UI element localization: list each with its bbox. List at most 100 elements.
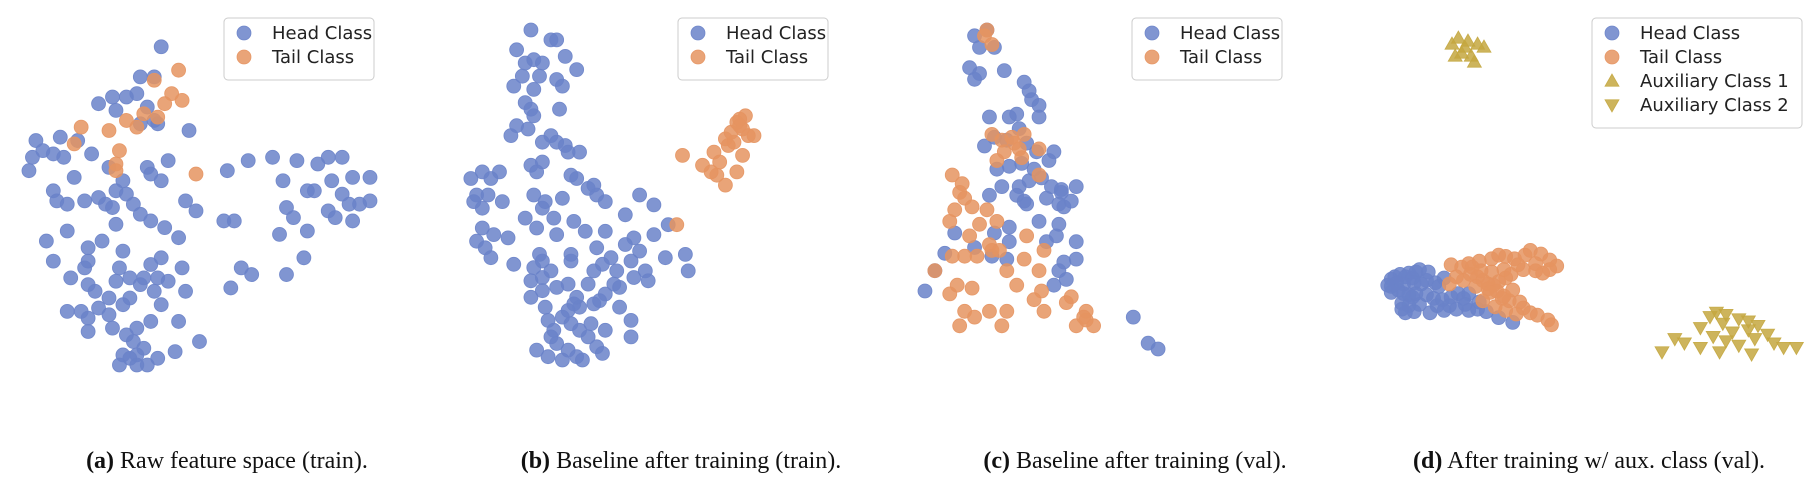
data-point	[1460, 33, 1476, 47]
data-point	[569, 289, 585, 305]
data-point	[77, 260, 93, 276]
data-point	[612, 279, 627, 295]
data-point	[244, 267, 260, 282]
data-point	[529, 164, 545, 180]
data-point	[1014, 150, 1030, 166]
data-point	[1466, 54, 1483, 68]
caption-tag: (b)	[520, 448, 551, 474]
data-point	[526, 82, 542, 97]
data-point	[534, 200, 550, 216]
legend-marker	[690, 25, 706, 41]
data-point	[617, 207, 633, 223]
data-point	[105, 320, 120, 336]
data-point	[1475, 293, 1491, 309]
data-point	[63, 270, 79, 286]
data-point	[115, 243, 131, 259]
data-point	[529, 220, 545, 236]
data-point	[289, 153, 305, 169]
data-point	[115, 297, 131, 313]
data-point	[566, 213, 582, 229]
data-point	[549, 279, 565, 295]
data-point	[483, 171, 499, 186]
data-point	[38, 233, 54, 249]
data-point	[167, 344, 183, 360]
legend-label: Tail Class	[725, 47, 808, 68]
data-point	[597, 322, 613, 338]
data-point	[1016, 126, 1032, 142]
data-point	[275, 173, 291, 189]
data-point	[112, 357, 127, 373]
legend: Head Class Tail Class	[223, 17, 375, 81]
caption-a: (a) Raw feature space (train).	[0, 448, 454, 475]
data-point	[1125, 309, 1141, 325]
caption-text: Baseline after training (val).	[1016, 448, 1287, 474]
data-point	[977, 138, 992, 154]
data-point	[91, 300, 106, 316]
data-point	[150, 109, 166, 125]
data-point	[583, 316, 599, 332]
data-point	[560, 342, 576, 358]
data-point	[1510, 257, 1526, 273]
data-point	[999, 303, 1015, 319]
data-point	[1140, 335, 1156, 351]
data-point	[1068, 234, 1084, 250]
data-point	[1759, 328, 1776, 343]
data-point	[586, 177, 602, 193]
panel-b: Head Class Tail Class (b) Baseline after …	[454, 0, 908, 490]
data-point	[486, 227, 502, 243]
data-point	[310, 156, 326, 172]
data-point	[982, 109, 997, 125]
data-point	[967, 71, 982, 87]
legend-label: Tail Class	[1179, 47, 1262, 68]
data-point	[77, 193, 93, 209]
legend-label: Head Class	[726, 23, 826, 44]
data-point	[572, 144, 587, 160]
panel-d: Head Class Tail Class Auxiliary Class 1 Aux…	[1362, 0, 1816, 490]
series-head-class	[917, 22, 1166, 357]
data-point	[101, 123, 117, 138]
legend-marker	[1144, 25, 1160, 41]
data-point	[514, 68, 530, 84]
data-point	[732, 111, 748, 127]
data-point	[503, 128, 519, 144]
panel-c: Head Class Tail Class (c) Baseline after …	[908, 0, 1362, 490]
data-point	[1740, 324, 1757, 338]
data-point	[1063, 289, 1079, 305]
data-point	[84, 146, 99, 162]
data-point	[640, 273, 656, 289]
data-point	[334, 149, 350, 165]
series-head-class	[463, 22, 696, 368]
data-point	[540, 349, 556, 365]
data-point	[623, 253, 639, 269]
data-point	[362, 169, 378, 185]
data-point	[178, 283, 193, 299]
data-point	[146, 72, 162, 88]
data-point	[557, 49, 573, 64]
data-point	[712, 154, 728, 170]
data-point	[574, 352, 590, 368]
data-point	[91, 96, 106, 112]
data-point	[554, 190, 570, 206]
series-head-class	[1380, 262, 1521, 330]
data-point	[132, 206, 148, 222]
data-point	[563, 253, 579, 269]
data-point	[1731, 339, 1747, 354]
data-point	[345, 169, 361, 185]
data-point	[506, 78, 522, 94]
data-point	[119, 186, 134, 202]
data-point	[1406, 304, 1422, 320]
data-point	[1001, 158, 1017, 174]
caption-tag: (d)	[1413, 448, 1443, 474]
data-point	[1031, 263, 1047, 279]
data-point	[108, 216, 124, 232]
data-point	[735, 147, 750, 163]
data-point	[143, 166, 159, 182]
data-point	[597, 223, 613, 239]
data-point	[546, 210, 562, 226]
data-point	[1001, 234, 1017, 250]
data-point	[188, 203, 204, 219]
legend-label: Head Class	[1180, 23, 1280, 44]
panel-a: Head Class Tail Class (a) Raw feature spa…	[0, 0, 454, 490]
data-point	[534, 134, 550, 150]
data-point	[520, 121, 536, 137]
